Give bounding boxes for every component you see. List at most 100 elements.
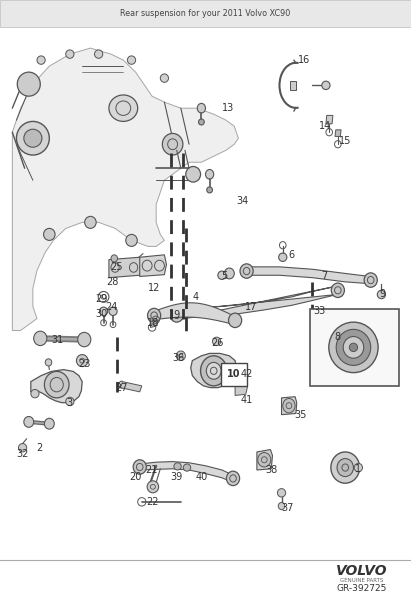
- Ellipse shape: [170, 308, 183, 322]
- Ellipse shape: [183, 464, 191, 471]
- Ellipse shape: [44, 371, 69, 398]
- Ellipse shape: [277, 489, 286, 497]
- Ellipse shape: [95, 50, 103, 58]
- Ellipse shape: [34, 331, 47, 346]
- Ellipse shape: [333, 331, 343, 342]
- Polygon shape: [282, 397, 297, 415]
- Text: 27: 27: [115, 383, 127, 392]
- Ellipse shape: [336, 329, 371, 365]
- Ellipse shape: [78, 332, 91, 347]
- Ellipse shape: [207, 187, 212, 193]
- Text: 10: 10: [227, 370, 241, 379]
- Text: 24: 24: [105, 302, 117, 311]
- Ellipse shape: [337, 459, 353, 477]
- Ellipse shape: [174, 463, 181, 470]
- Text: 21: 21: [145, 465, 157, 475]
- Polygon shape: [290, 81, 296, 90]
- FancyBboxPatch shape: [0, 0, 411, 27]
- Text: 9: 9: [379, 290, 385, 299]
- Ellipse shape: [109, 307, 117, 316]
- Ellipse shape: [212, 337, 221, 346]
- Polygon shape: [140, 462, 232, 482]
- Ellipse shape: [206, 169, 214, 179]
- Polygon shape: [326, 115, 333, 124]
- Ellipse shape: [354, 463, 363, 472]
- Text: 41: 41: [240, 395, 253, 404]
- Text: 29: 29: [95, 294, 108, 304]
- Ellipse shape: [31, 389, 39, 398]
- Ellipse shape: [186, 166, 201, 182]
- Ellipse shape: [377, 290, 386, 299]
- Ellipse shape: [331, 283, 344, 297]
- Polygon shape: [235, 383, 247, 395]
- Text: 22: 22: [146, 497, 158, 507]
- Ellipse shape: [44, 418, 54, 429]
- Text: 2: 2: [36, 443, 42, 453]
- Polygon shape: [257, 450, 272, 470]
- Ellipse shape: [66, 397, 74, 406]
- Text: VOLVO: VOLVO: [336, 564, 388, 578]
- Text: 3: 3: [67, 398, 73, 407]
- FancyBboxPatch shape: [310, 309, 399, 386]
- Polygon shape: [247, 267, 370, 284]
- Ellipse shape: [160, 74, 169, 82]
- Ellipse shape: [45, 359, 52, 366]
- Ellipse shape: [148, 308, 161, 323]
- Ellipse shape: [126, 234, 137, 246]
- Text: 31: 31: [51, 335, 64, 344]
- Text: 36: 36: [173, 353, 185, 362]
- Ellipse shape: [329, 322, 378, 373]
- Polygon shape: [140, 255, 166, 276]
- Ellipse shape: [224, 268, 234, 279]
- Text: 6: 6: [289, 251, 295, 260]
- FancyBboxPatch shape: [221, 363, 247, 386]
- Text: 26: 26: [212, 338, 224, 347]
- Ellipse shape: [17, 72, 40, 96]
- Ellipse shape: [37, 56, 45, 64]
- Text: Rear suspension for your 2011 Volvo XC90: Rear suspension for your 2011 Volvo XC90: [120, 9, 291, 17]
- Text: GENUINE PARTS: GENUINE PARTS: [340, 578, 383, 583]
- Text: 8: 8: [334, 332, 340, 341]
- Ellipse shape: [99, 307, 108, 316]
- Text: 25: 25: [110, 263, 122, 272]
- Ellipse shape: [258, 453, 271, 467]
- Text: 4: 4: [192, 293, 198, 302]
- Text: 14: 14: [319, 121, 331, 131]
- Polygon shape: [31, 370, 82, 403]
- Ellipse shape: [44, 228, 55, 240]
- Polygon shape: [12, 48, 238, 331]
- Ellipse shape: [364, 273, 377, 287]
- Text: 39: 39: [171, 472, 183, 481]
- Text: 20: 20: [129, 472, 142, 481]
- Ellipse shape: [127, 56, 136, 64]
- Polygon shape: [120, 382, 142, 392]
- Ellipse shape: [218, 271, 226, 279]
- Ellipse shape: [229, 313, 242, 328]
- Text: 30: 30: [95, 309, 108, 319]
- Text: 23: 23: [78, 359, 90, 368]
- Ellipse shape: [229, 368, 236, 375]
- Text: 33: 33: [313, 306, 326, 316]
- Ellipse shape: [24, 129, 42, 147]
- Text: 38: 38: [265, 465, 277, 475]
- Text: 18: 18: [147, 319, 159, 328]
- Ellipse shape: [76, 355, 88, 367]
- Ellipse shape: [279, 253, 287, 261]
- Text: 28: 28: [106, 278, 118, 287]
- Ellipse shape: [199, 119, 204, 125]
- Ellipse shape: [197, 103, 206, 113]
- Polygon shape: [335, 130, 341, 136]
- Ellipse shape: [226, 471, 240, 486]
- Ellipse shape: [176, 351, 185, 361]
- Ellipse shape: [283, 398, 295, 413]
- Ellipse shape: [343, 337, 364, 358]
- Text: 34: 34: [236, 197, 249, 206]
- Ellipse shape: [16, 121, 49, 155]
- Text: 42: 42: [240, 369, 253, 379]
- Polygon shape: [109, 257, 142, 278]
- Ellipse shape: [24, 416, 34, 427]
- Ellipse shape: [109, 95, 138, 121]
- Text: 17: 17: [245, 302, 257, 311]
- Ellipse shape: [331, 452, 360, 483]
- Text: 40: 40: [195, 472, 208, 481]
